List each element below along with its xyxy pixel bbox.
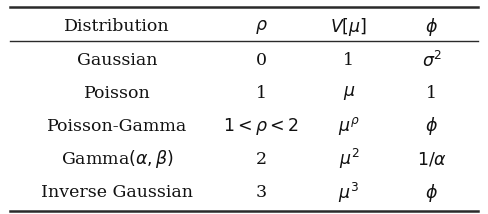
Text: $\phi$: $\phi$ xyxy=(426,16,438,38)
Text: $\phi$: $\phi$ xyxy=(426,115,438,137)
Text: 1: 1 xyxy=(427,85,437,102)
Text: 0: 0 xyxy=(256,52,266,70)
Text: $\rho$: $\rho$ xyxy=(255,18,267,36)
Text: $\phi$: $\phi$ xyxy=(426,182,438,204)
Text: Poisson-Gamma: Poisson-Gamma xyxy=(47,118,187,135)
Text: $\mu^2$: $\mu^2$ xyxy=(339,147,359,171)
Text: $1< \rho <2$: $1< \rho <2$ xyxy=(223,116,299,137)
Text: $\mu$: $\mu$ xyxy=(343,84,355,102)
Text: $\sigma^2$: $\sigma^2$ xyxy=(422,51,442,71)
Text: Gaussian: Gaussian xyxy=(77,52,157,70)
Text: 2: 2 xyxy=(256,151,266,168)
Text: 1: 1 xyxy=(344,52,354,70)
Text: Poisson: Poisson xyxy=(84,85,150,102)
Text: Gamma$(\alpha, \beta)$: Gamma$(\alpha, \beta)$ xyxy=(61,149,174,170)
Text: Inverse Gaussian: Inverse Gaussian xyxy=(41,184,193,201)
Text: $V[\mu]$: $V[\mu]$ xyxy=(330,16,367,38)
Text: 1: 1 xyxy=(256,85,266,102)
Text: $\mu^3$: $\mu^3$ xyxy=(339,181,359,205)
Text: $\mu^{\rho}$: $\mu^{\rho}$ xyxy=(338,115,360,137)
Text: Distribution: Distribution xyxy=(64,18,170,35)
Text: $1/\alpha$: $1/\alpha$ xyxy=(417,150,447,168)
Text: 3: 3 xyxy=(256,184,266,201)
